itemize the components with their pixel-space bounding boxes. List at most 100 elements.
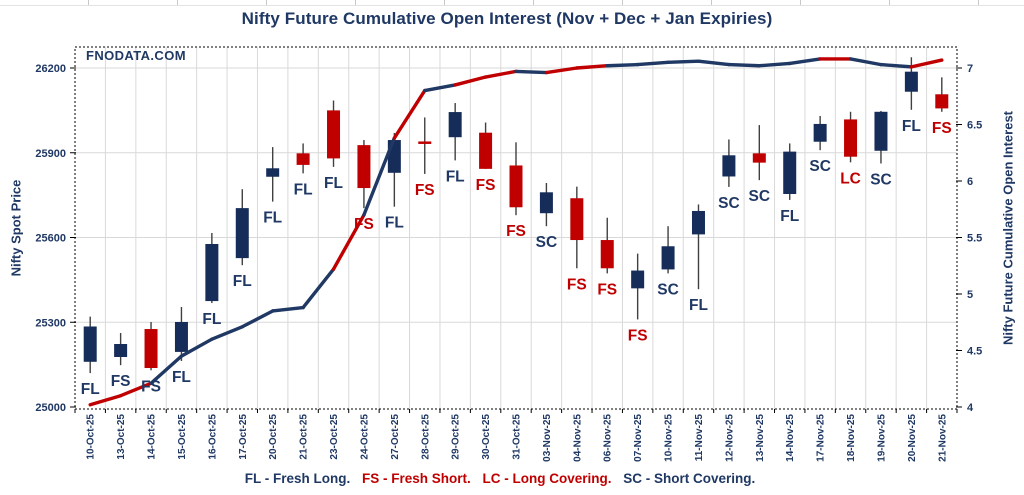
oi-line-segment xyxy=(88,394,123,407)
oi-line-segment xyxy=(727,62,762,68)
signal-label: SC xyxy=(657,281,679,298)
left-axis-title: Nifty Spot Price xyxy=(8,179,24,277)
x-axis-date-label: 21-Oct-25 xyxy=(299,414,310,460)
signal-label: FL xyxy=(689,297,708,314)
signal-label: FL xyxy=(263,210,282,227)
signal-label: FL xyxy=(902,118,921,135)
left-axis-tick-label: 26200 xyxy=(35,63,66,75)
x-axis-date-label: 14-Oct-25 xyxy=(147,414,158,460)
candle-body xyxy=(174,321,188,352)
oi-line-segment xyxy=(544,66,579,75)
candle-body xyxy=(144,329,158,369)
x-axis-date-label: 23-Oct-25 xyxy=(329,414,340,460)
x-axis-date-label: 27-Oct-25 xyxy=(390,414,401,460)
signal-label: FL xyxy=(446,168,465,185)
legend-item-long-covering: LC - Long Covering. xyxy=(482,471,612,486)
oi-line-segment xyxy=(666,59,701,65)
oi-line-segment xyxy=(483,69,518,79)
candle-body xyxy=(722,155,736,177)
plot-border xyxy=(74,46,958,410)
right-axis-tick-label: 5.5 xyxy=(967,233,982,245)
x-axis-date-label: 16-Oct-25 xyxy=(207,414,218,460)
oi-line-segment xyxy=(605,62,640,68)
right-axis-tick-label: 7 xyxy=(967,63,973,75)
candle-body xyxy=(874,111,888,151)
x-axis-date-label: 07-Nov-25 xyxy=(633,414,644,462)
signal-label: FS xyxy=(111,373,131,390)
oi-line-segment xyxy=(879,62,914,69)
signal-label: SC xyxy=(536,234,558,251)
candle-body xyxy=(904,71,918,92)
signal-label: FL xyxy=(81,381,100,398)
oi-line-segment xyxy=(118,381,153,398)
candle-body xyxy=(296,153,310,165)
spreadsheet-row-remnant xyxy=(0,0,1024,6)
candle-body xyxy=(114,344,128,357)
x-axis-date-label: 20-Nov-25 xyxy=(907,414,918,462)
x-axis-date-label: 03-Nov-25 xyxy=(542,414,553,462)
x-axis-date-label: 24-Oct-25 xyxy=(359,414,370,460)
signal-label: FS xyxy=(354,216,374,233)
oi-line-segment xyxy=(240,309,275,329)
oi-line-segment xyxy=(909,58,944,69)
candle-body xyxy=(783,151,797,194)
x-axis-date-label: 13-Nov-25 xyxy=(755,414,766,462)
x-axis-date-label: 10-Oct-25 xyxy=(86,414,97,460)
signal-label: FS xyxy=(476,177,496,194)
oi-line-segment xyxy=(575,64,609,70)
signal-label: FL xyxy=(202,311,221,328)
candle-body xyxy=(235,208,249,259)
oi-line-segment xyxy=(696,59,731,67)
candle-body xyxy=(357,145,371,189)
candle-body xyxy=(539,192,553,214)
candle-body xyxy=(570,198,584,241)
x-axis-date-label: 19-Nov-25 xyxy=(876,414,887,462)
oi-line-segment xyxy=(453,75,488,87)
oi-line-segment xyxy=(423,83,457,93)
candle-body xyxy=(205,243,219,302)
legend-item-fresh-short: FS - Fresh Short. xyxy=(361,471,471,486)
signal-label: FS xyxy=(415,182,435,199)
signal-label: FS xyxy=(932,120,952,137)
right-axis-tick-label: 6 xyxy=(967,176,973,188)
candle-body xyxy=(418,141,432,144)
signal-label: FS xyxy=(597,281,617,298)
candle-body xyxy=(327,110,341,159)
oi-line-segment xyxy=(149,354,184,385)
oi-line-segment xyxy=(514,69,549,75)
candle-body xyxy=(935,94,949,109)
signal-label: FL xyxy=(233,273,252,290)
left-axis-tick-label: 25600 xyxy=(35,233,66,245)
candle-body xyxy=(661,246,675,270)
oi-line-segment xyxy=(788,57,822,66)
x-axis-date-label: 04-Nov-25 xyxy=(572,414,583,462)
x-axis-date-label: 28-Oct-25 xyxy=(420,414,431,460)
oi-line-segment xyxy=(635,60,670,67)
signal-label: FS xyxy=(141,378,161,395)
left-axis-tick-label: 25000 xyxy=(35,402,66,414)
x-axis-date-label: 11-Nov-25 xyxy=(694,414,705,462)
signal-label: SC xyxy=(809,158,831,175)
candle-body xyxy=(844,119,858,157)
x-axis-date-label: 30-Oct-25 xyxy=(481,414,492,460)
right-axis-tick-label: 6.5 xyxy=(967,120,982,132)
oi-line-segment xyxy=(270,305,305,313)
x-axis-date-label: 13-Oct-25 xyxy=(116,414,127,460)
candle-body xyxy=(631,270,645,289)
x-axis-date-label: 31-Oct-25 xyxy=(512,414,523,460)
signal-label: FS xyxy=(506,223,526,240)
candle-body xyxy=(691,210,705,235)
candle-body xyxy=(600,240,614,269)
chart-title: Nifty Future Cumulative Open Interest (N… xyxy=(241,9,773,28)
oi-line-segment xyxy=(848,57,883,67)
candle-body xyxy=(266,168,280,177)
legend: FL - Fresh Long. FS - Fresh Short. LC - … xyxy=(0,471,1000,486)
x-axis-date-label: 21-Nov-25 xyxy=(937,414,948,462)
candle-body xyxy=(83,326,97,362)
legend-item-fresh-long: FL - Fresh Long. xyxy=(244,471,351,486)
x-axis-date-label: 20-Oct-25 xyxy=(268,414,279,460)
x-axis-date-label: 17-Oct-25 xyxy=(238,414,249,460)
oi-line-segment xyxy=(757,61,792,68)
right-axis-tick-label: 5 xyxy=(967,289,973,301)
